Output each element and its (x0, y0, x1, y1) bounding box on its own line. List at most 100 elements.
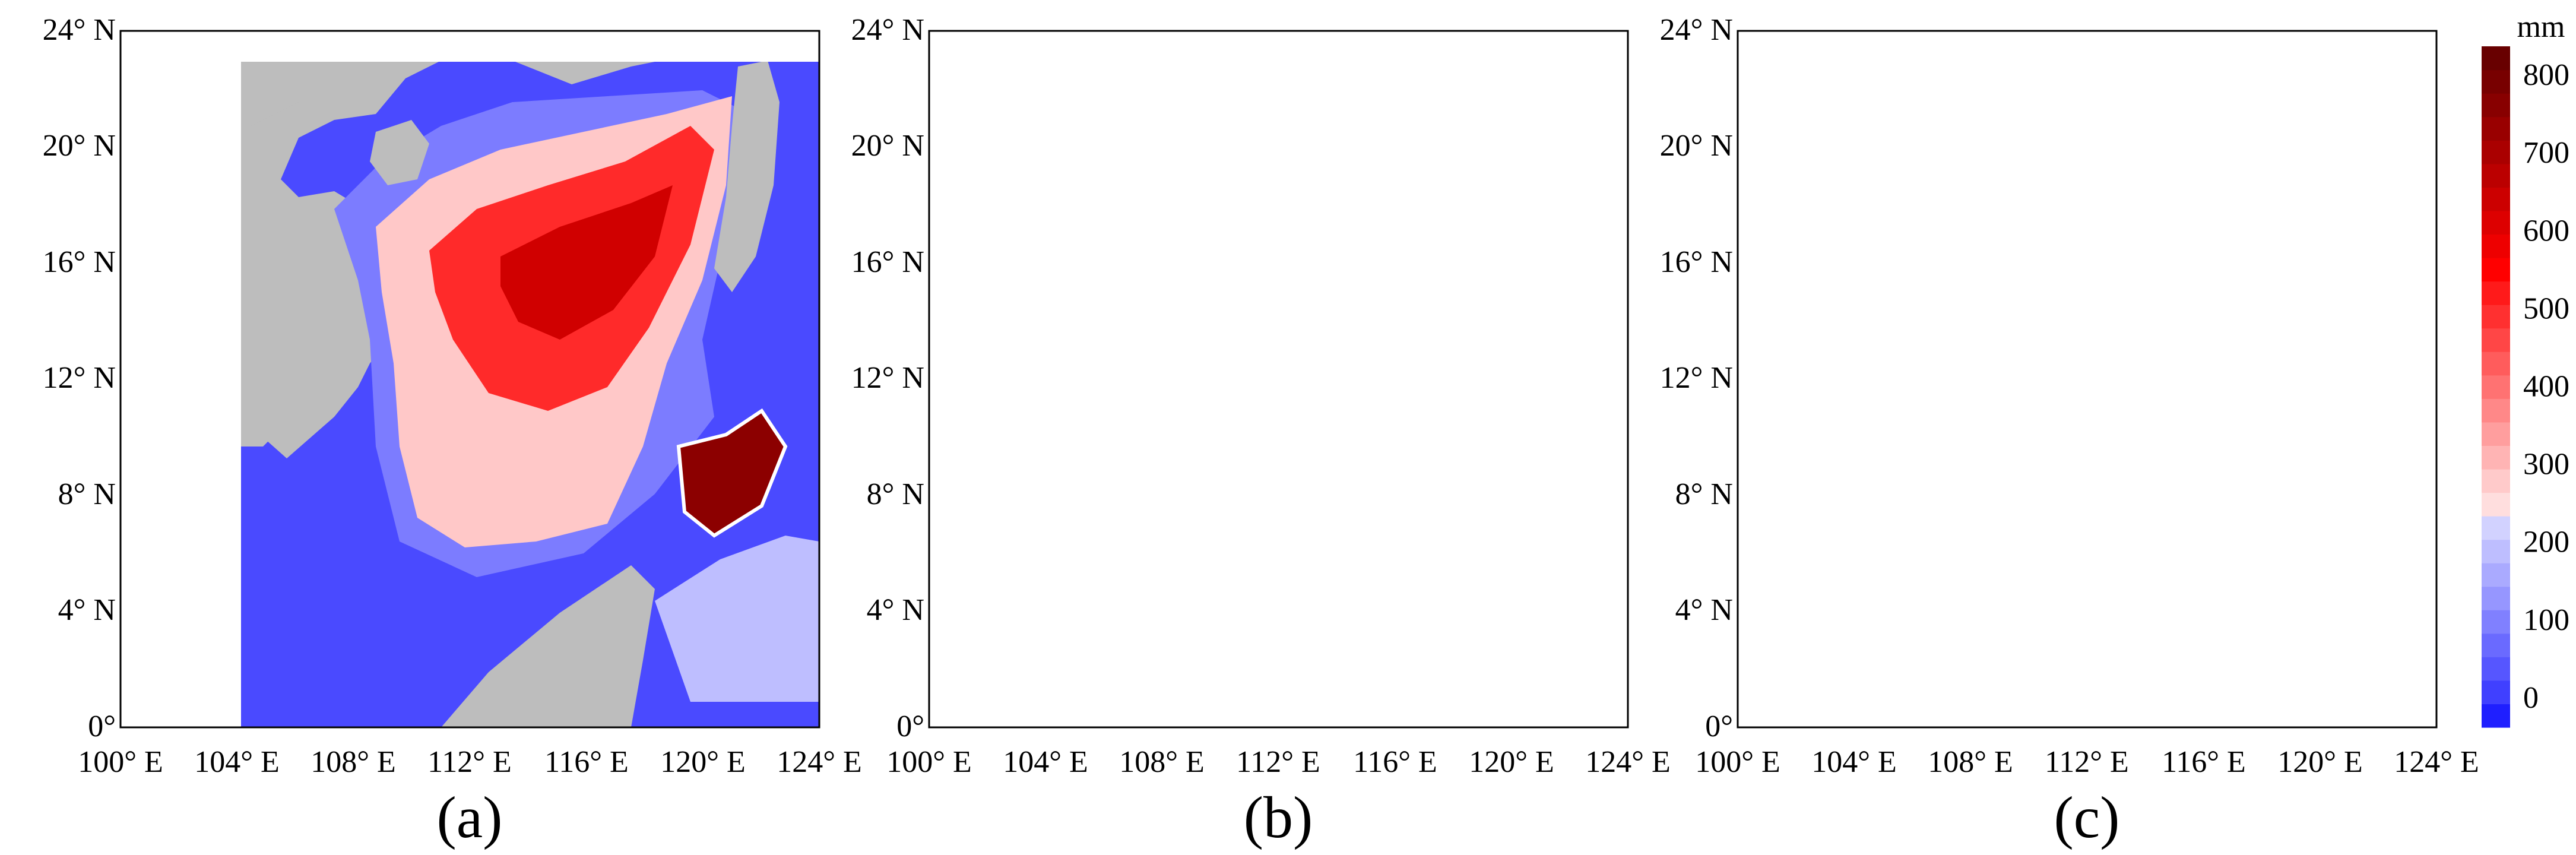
lat-tick-label: 8° N (1675, 477, 1733, 511)
basin-red (2029, 114, 2343, 429)
shelf-area (1951, 90, 2367, 577)
colorbar-swatch (2482, 352, 2510, 376)
colorbar-swatch (2482, 93, 2510, 118)
colorbar-swatch (2482, 69, 2510, 94)
coastline-vietnam (929, 31, 1125, 446)
map-field-b (929, 31, 1628, 727)
lat-tick-label: 16° N (851, 245, 924, 279)
colorbar-swatch (2482, 257, 2510, 282)
colorbar-swatch (2482, 140, 2510, 164)
map-field-c (1738, 31, 2436, 727)
borneo-island (2058, 565, 2272, 727)
lon-tick-label: 120° E (1469, 745, 1554, 779)
map-panel-b (928, 30, 1629, 729)
lon-tick-label: 108° E (310, 745, 396, 779)
celebes-sea (655, 536, 819, 702)
lon-tick-label: 116° E (544, 745, 629, 779)
lat-tick-label: 8° N (867, 477, 924, 511)
map-panel-a (119, 30, 820, 729)
lon-tick-label: 100° E (78, 745, 163, 779)
panel-caption-c: (c) (2054, 784, 2120, 850)
lon-axis-c: 100° E 104° E 108° E 112° E 116° E 120° … (1695, 745, 2479, 779)
lon-tick-label: 112° E (427, 745, 512, 779)
lat-tick-label: 16° N (43, 245, 116, 279)
map-frame-c (1737, 30, 2438, 729)
colorbar-swatch (2482, 657, 2510, 681)
colorbar-swatch (2482, 234, 2510, 258)
lat-tick-label: 24° N (1660, 13, 1733, 47)
colorbar-swatch (2482, 633, 2510, 657)
map-frame-a (119, 30, 820, 729)
lat-tick-label: 8° N (58, 477, 116, 511)
lat-tick-label: 0° (1705, 710, 1733, 743)
lat-tick-label: 4° N (867, 593, 924, 627)
colorbar-swatch (2482, 539, 2510, 563)
colorbar-tick-label: 200 (2523, 525, 2569, 559)
lat-tick-label: 0° (896, 710, 924, 743)
lon-tick-label: 120° E (660, 745, 746, 779)
borneo-island (1250, 565, 1463, 727)
colorbar-swatch (2482, 187, 2510, 211)
basin-core (1285, 173, 1493, 363)
coastline-vietnam (1738, 31, 1934, 446)
shelf-area (1143, 90, 1558, 577)
luzon-island (2331, 61, 2397, 292)
lon-tick-label: 112° E (2045, 745, 2129, 779)
hainan-island (370, 120, 429, 185)
colorbar-swatch (2482, 163, 2510, 188)
borneo-island (441, 565, 655, 727)
celebes-sea (1463, 536, 1628, 702)
sulu-sea-hotspot (676, 408, 788, 538)
lat-tick-label: 20° N (43, 129, 116, 163)
colorbar-swatches (2482, 46, 2510, 728)
colorbar-swatch (2482, 492, 2510, 517)
celebes-sea (2272, 536, 2436, 702)
lat-tick-label: 4° N (58, 593, 116, 627)
basin-pink (1993, 96, 2349, 547)
basin-core (2082, 162, 2314, 369)
lat-tick-label: 12° N (43, 361, 116, 395)
colorbar-tick-label: 400 (2523, 370, 2569, 404)
lat-tick-label: 24° N (43, 13, 116, 47)
lon-tick-label: 108° E (1928, 745, 2013, 779)
lon-axis-a: 100° E 104° E 108° E 112° E 116° E 120° … (78, 745, 862, 779)
basin-core (500, 185, 673, 340)
hainan-island (1987, 120, 2046, 185)
colorbar-swatch (2482, 328, 2510, 352)
luzon-island (714, 62, 780, 292)
lat-tick-label: 12° N (1660, 361, 1733, 395)
panel-caption-a: (a) (437, 784, 503, 850)
colorbar-tick-label: 300 (2523, 448, 2569, 482)
luzon-island (1523, 61, 1588, 292)
lat-tick-label: 12° N (851, 361, 924, 395)
colorbar-tick-label: 700 (2523, 136, 2569, 170)
colorbar-swatch (2482, 375, 2510, 399)
colorbar-tick-label: 800 (2523, 58, 2569, 92)
map-frame-b (928, 30, 1629, 729)
basin-pink (1184, 96, 1541, 547)
lon-tick-label: 124° E (2394, 745, 2479, 779)
lon-tick-label: 108° E (1119, 745, 1205, 779)
map-panel-c (1737, 30, 2438, 729)
colorbar: mm 0 100 200 300 400 500 600 700 800 (2482, 10, 2569, 728)
colorbar-swatch (2482, 422, 2510, 446)
coastline-vietnam (241, 62, 316, 446)
sulu-sea-hotspot (1487, 411, 1594, 536)
lon-tick-label: 124° E (1585, 745, 1671, 779)
colorbar-swatch (2482, 563, 2510, 587)
lat-tick-label: 24° N (851, 13, 924, 47)
colorbar-swatch (2482, 680, 2510, 705)
lat-tick-label: 20° N (1660, 129, 1733, 163)
colorbar-swatch (2482, 46, 2510, 71)
map-field-a (241, 62, 819, 727)
colorbar-swatch (2482, 281, 2510, 305)
lat-tick-label: 16° N (1660, 245, 1733, 279)
sulu-sea-hotspot (2296, 411, 2403, 536)
lon-tick-label: 124° E (777, 745, 862, 779)
colorbar-swatch (2482, 704, 2510, 728)
colorbar-swatch (2482, 610, 2510, 634)
lon-axis-b: 100° E 104° E 108° E 112° E 116° E 120° … (886, 745, 1671, 779)
lon-tick-label: 104° E (1003, 745, 1088, 779)
colorbar-unit: mm (2517, 10, 2565, 44)
